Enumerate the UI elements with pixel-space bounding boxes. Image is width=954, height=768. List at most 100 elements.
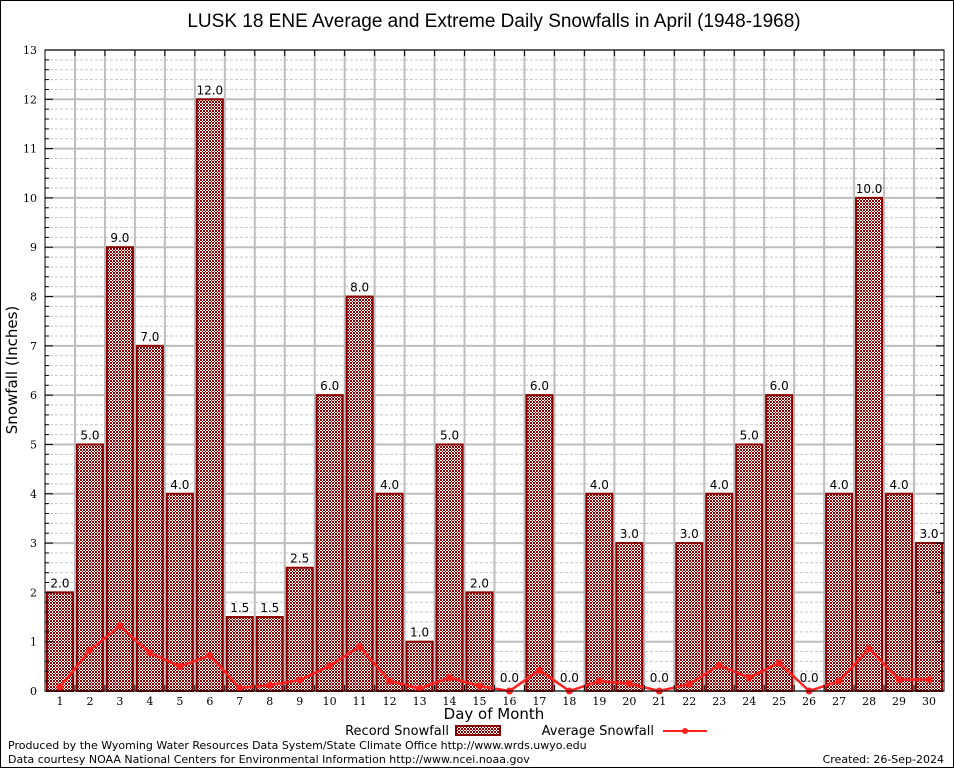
bar-label-day-21: 0.0	[650, 671, 669, 685]
x-tick-label: 14	[443, 695, 457, 708]
x-axis-label: Day of Month	[444, 705, 545, 723]
y-tick-label: 3	[30, 537, 37, 550]
bar-record-day-19	[585, 492, 614, 692]
bar-label-day-14: 5.0	[440, 428, 459, 442]
average-point-day-24	[745, 674, 753, 682]
average-point-day-27	[835, 677, 843, 685]
bar-record-day-17	[525, 394, 554, 692]
chart-title: LUSK 18 ENE Average and Extreme Daily Sn…	[187, 11, 800, 32]
average-point-day-7	[236, 684, 244, 692]
bar-record-day-20	[615, 542, 644, 692]
x-tick-label: 3	[116, 695, 123, 708]
bar-label-day-19: 4.0	[590, 478, 609, 492]
average-point-day-17	[535, 666, 543, 674]
bar-label-day-25: 6.0	[770, 379, 789, 393]
average-point-day-22	[685, 680, 693, 688]
bar-label-day-20: 3.0	[620, 527, 639, 541]
x-tick-label: 17	[532, 695, 546, 708]
x-tick-label: 23	[712, 695, 726, 708]
bar-label-day-12: 4.0	[380, 478, 399, 492]
average-point-day-12	[386, 677, 394, 685]
y-tick-label: 9	[30, 241, 37, 254]
bar-record-day-2	[75, 443, 104, 693]
y-tick-label: 11	[23, 143, 37, 156]
x-tick-label: 20	[622, 695, 636, 708]
x-tick-label: 26	[802, 695, 816, 708]
average-point-day-2	[86, 646, 94, 654]
footer-producer: Produced by the Wyoming Water Resources …	[8, 739, 587, 752]
bar-label-day-7: 1.5	[230, 601, 249, 615]
legend-swatch-record	[455, 725, 501, 736]
x-tick-label: 1	[56, 695, 63, 708]
bar-record-day-15	[465, 591, 494, 693]
average-point-day-4	[146, 649, 154, 657]
x-tick-label: 10	[323, 695, 337, 708]
bar-record-day-6	[195, 98, 224, 693]
y-tick-label: 8	[30, 291, 37, 304]
bar-label-day-2: 5.0	[80, 428, 99, 442]
x-tick-labels: 1 2 3 4 5 6 7 8 9 10 11 12 13 14 15 16 17 18 19 20 21 22 23 24 2…	[56, 695, 936, 708]
bar-label-day-30: 3.0	[919, 527, 938, 541]
x-tick-label: 2	[86, 695, 93, 708]
bar-label-day-1: 2.0	[50, 576, 69, 590]
footer-data-source: Data courtesy NOAA National Centers for …	[8, 753, 530, 766]
x-tick-label: 7	[236, 695, 243, 708]
average-point-day-3	[116, 622, 124, 630]
bar-record-day-27	[825, 492, 854, 692]
x-tick-label: 25	[772, 695, 786, 708]
x-tick-label: 11	[353, 695, 367, 708]
bar-label-day-8: 1.5	[260, 601, 279, 615]
x-tick-label: 6	[206, 695, 213, 708]
y-tick-label: 6	[30, 389, 37, 402]
bar-label-day-26: 0.0	[800, 671, 819, 685]
bar-label-day-27: 4.0	[830, 478, 849, 492]
x-tick-label: 28	[862, 695, 876, 708]
average-point-day-13	[416, 685, 424, 693]
y-tick-label: 7	[30, 340, 37, 353]
y-axis-label: Snowfall (Inches)	[3, 306, 21, 434]
average-point-day-11	[356, 643, 364, 651]
x-tick-label: 27	[832, 695, 846, 708]
average-point-day-1	[56, 683, 64, 691]
average-point-day-9	[296, 676, 304, 684]
footer-created-date: Created: 26-Sep-2024	[823, 753, 944, 766]
average-point-day-23	[715, 661, 723, 669]
average-point-day-6	[206, 651, 214, 659]
bar-label-day-3: 9.0	[110, 231, 129, 245]
bar-record-day-10	[315, 394, 344, 692]
bar-record-day-11	[345, 295, 374, 692]
bar-label-day-16: 0.0	[500, 671, 519, 685]
y-tick-label: 13	[23, 44, 37, 57]
bar-label-day-11: 8.0	[350, 281, 369, 295]
x-tick-label: 9	[296, 695, 303, 708]
bar-record-day-24	[735, 443, 764, 693]
bar-record-day-13	[405, 640, 434, 693]
x-tick-label: 30	[922, 695, 936, 708]
bar-label-day-28: 10.0	[856, 182, 883, 196]
x-tick-label: 22	[682, 695, 696, 708]
average-point-day-28	[865, 645, 873, 653]
x-tick-label: 5	[176, 695, 183, 708]
bar-label-day-5: 4.0	[170, 478, 189, 492]
bar-label-day-29: 4.0	[890, 478, 909, 492]
average-point-day-15	[476, 682, 484, 690]
bar-label-day-17: 6.0	[530, 379, 549, 393]
x-tick-label: 16	[502, 695, 516, 708]
bar-label-day-22: 3.0	[680, 527, 699, 541]
bar-record-day-28	[855, 196, 884, 693]
bar-label-day-4: 7.0	[140, 330, 159, 344]
axes	[44, 49, 945, 692]
bar-record-day-12	[375, 492, 404, 692]
x-tick-label: 13	[413, 695, 427, 708]
record-bars	[46, 98, 943, 693]
legend-label-record: Record Snowfall	[345, 724, 449, 739]
bar-record-day-9	[285, 566, 314, 693]
x-tick-label: 4	[146, 695, 153, 708]
bar-record-day-30	[915, 542, 943, 692]
y-tick-label: 0	[30, 685, 37, 698]
x-tick-label: 19	[592, 695, 606, 708]
x-tick-label: 21	[652, 695, 666, 708]
bar-label-day-24: 5.0	[740, 428, 759, 442]
bar-label-day-18: 0.0	[560, 671, 579, 685]
